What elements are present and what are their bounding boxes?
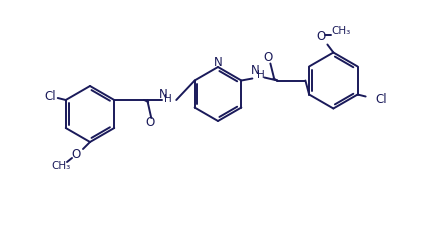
Text: O: O bbox=[264, 51, 273, 64]
Text: N: N bbox=[251, 64, 260, 77]
Text: H: H bbox=[256, 71, 264, 80]
Text: N: N bbox=[159, 87, 168, 101]
Text: CH₃: CH₃ bbox=[51, 161, 71, 171]
Text: O: O bbox=[146, 115, 155, 129]
Text: N: N bbox=[214, 55, 222, 69]
Text: Cl: Cl bbox=[44, 89, 56, 103]
Text: Cl: Cl bbox=[376, 93, 388, 106]
Text: O: O bbox=[71, 148, 81, 162]
Text: CH₃: CH₃ bbox=[332, 25, 351, 36]
Text: H: H bbox=[164, 94, 172, 104]
Text: O: O bbox=[317, 30, 326, 43]
